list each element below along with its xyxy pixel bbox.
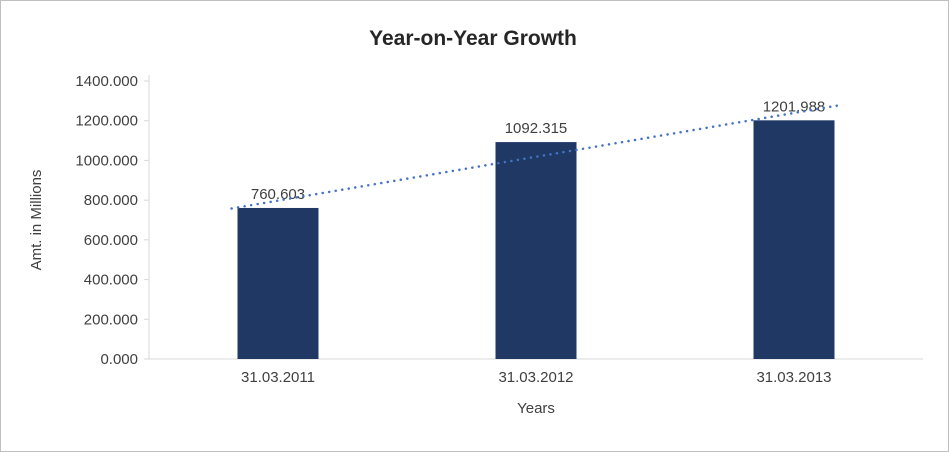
y-axis-title: Amt. in Millions bbox=[28, 170, 45, 271]
x-category-label: 31.03.2012 bbox=[498, 369, 573, 386]
bar-value-label: 1092.315 bbox=[505, 120, 568, 137]
y-tick-label: 1400.000 bbox=[75, 73, 138, 90]
trendline bbox=[230, 103, 842, 210]
y-tick-label: 0.000 bbox=[100, 351, 138, 368]
bar bbox=[753, 120, 835, 360]
y-tick-label: 400.000 bbox=[84, 272, 138, 289]
chart-title: Year-on-Year Growth bbox=[369, 27, 577, 50]
x-category-label: 31.03.2013 bbox=[756, 369, 831, 386]
y-tick-label: 1000.000 bbox=[75, 152, 138, 169]
bar-value-label: 1201.988 bbox=[763, 98, 826, 115]
y-tick-label: 1200.000 bbox=[75, 113, 138, 130]
bar bbox=[495, 142, 577, 359]
x-axis-title: Years bbox=[517, 400, 555, 417]
y-tick-label: 600.000 bbox=[84, 232, 138, 249]
x-category-label: 31.03.2011 bbox=[241, 369, 315, 386]
y-tick-label: 200.000 bbox=[84, 311, 138, 328]
bar bbox=[237, 207, 319, 359]
chart-generated-layer: 0.000 200.000 400.000 600.000 800.000 1000.00… bbox=[75, 73, 923, 386]
bar-value-label: 760.603 bbox=[251, 186, 305, 203]
y-tick-label: 800.000 bbox=[84, 192, 138, 209]
